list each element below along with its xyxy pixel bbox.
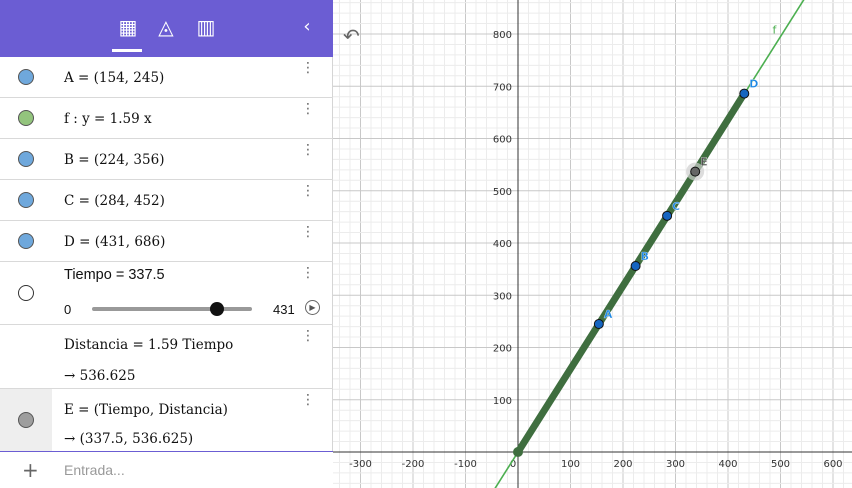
- row-label[interactable]: A = (154, 245): [64, 70, 165, 86]
- x-tick-label: -200: [402, 459, 425, 470]
- input-bar[interactable]: + Entrada...: [0, 451, 333, 488]
- more-options-icon[interactable]: ⋮: [301, 60, 315, 76]
- algebra-row-e[interactable]: E = (Tiempo, Distancia) → (337.5, 536.62…: [0, 389, 333, 451]
- point-c[interactable]: [662, 210, 673, 221]
- row-label[interactable]: D = (431, 686): [64, 234, 166, 250]
- slider-track[interactable]: [92, 307, 252, 311]
- table-icon[interactable]: ▥: [196, 15, 216, 39]
- row-marble-column: [0, 325, 52, 388]
- x-tick-label: 600: [823, 459, 842, 470]
- x-tick-label: -100: [454, 459, 477, 470]
- trace-path: [691, 90, 748, 176]
- algebra-row-b[interactable]: B = (224, 356) ⋮: [0, 139, 333, 180]
- point-label: C: [672, 200, 680, 213]
- algebra-row-a[interactable]: A = (154, 245) ⋮: [0, 57, 333, 98]
- algebra-view: ▦ ◬ ▥ ‹ A = (154, 245) ⋮ f : y = 1.59 x …: [0, 0, 333, 488]
- slider-label[interactable]: Tiempo = 337.5: [64, 267, 165, 283]
- row-result: → (337.5, 536.625): [64, 431, 194, 447]
- point-label: E: [700, 156, 708, 169]
- y-tick-label: 800: [493, 30, 512, 41]
- row-result: → 536.625: [64, 368, 136, 384]
- y-tick-label: 300: [493, 291, 512, 302]
- x-tick-label: 100: [561, 459, 580, 470]
- more-options-icon[interactable]: ⋮: [301, 265, 315, 281]
- input-placeholder[interactable]: Entrada...: [64, 462, 125, 478]
- y-tick-label: 600: [493, 135, 512, 146]
- slider-max: 431: [273, 302, 295, 317]
- geometry-tools-icon[interactable]: ◬: [158, 15, 174, 39]
- graph-canvas[interactable]: -300 -200 -100 0 100 200 300 400 500 600 100 200 300…: [333, 0, 852, 488]
- y-tick-label: 500: [493, 187, 512, 198]
- x-tick-label: -300: [349, 459, 372, 470]
- algebra-row-c[interactable]: C = (284, 452) ⋮: [0, 180, 333, 221]
- collapse-chevron-icon[interactable]: ‹: [303, 16, 311, 37]
- more-options-icon[interactable]: ⋮: [301, 328, 315, 344]
- calculator-icon[interactable]: ▦: [118, 15, 138, 39]
- y-tick-label: 700: [493, 82, 512, 93]
- row-label[interactable]: C = (284, 452): [64, 193, 165, 209]
- more-options-icon[interactable]: ⋮: [301, 224, 315, 240]
- more-options-icon[interactable]: ⋮: [301, 392, 315, 408]
- add-icon[interactable]: +: [22, 458, 39, 482]
- active-tab-indicator: [112, 49, 142, 52]
- undo-icon[interactable]: ↶: [343, 24, 360, 48]
- play-icon[interactable]: ▶: [305, 300, 320, 315]
- visibility-toggle[interactable]: [18, 110, 34, 126]
- y-tick-label: 200: [493, 344, 512, 355]
- point-label: B: [641, 250, 649, 263]
- row-definition[interactable]: E = (Tiempo, Distancia): [64, 402, 228, 418]
- x-tick-label: 0: [510, 459, 516, 470]
- row-label[interactable]: f : y = 1.59 x: [64, 111, 152, 127]
- row-label[interactable]: B = (224, 356): [64, 152, 165, 168]
- point-a[interactable]: [593, 318, 604, 329]
- point-b[interactable]: [630, 260, 641, 271]
- row-definition[interactable]: Distancia = 1.59 Tiempo: [64, 337, 234, 353]
- origin-point: [513, 447, 523, 457]
- point-e[interactable]: [690, 166, 701, 177]
- more-options-icon[interactable]: ⋮: [301, 183, 315, 199]
- x-tick-label: 300: [666, 459, 685, 470]
- point-d[interactable]: [739, 88, 750, 99]
- algebra-row-f[interactable]: f : y = 1.59 x ⋮: [0, 98, 333, 139]
- visibility-toggle[interactable]: [18, 412, 34, 428]
- visibility-toggle[interactable]: [18, 285, 34, 301]
- visibility-toggle[interactable]: [18, 151, 34, 167]
- slider-handle[interactable]: [210, 302, 225, 316]
- algebra-row-d[interactable]: D = (431, 686) ⋮: [0, 221, 333, 262]
- visibility-toggle[interactable]: [18, 69, 34, 85]
- x-tick-label: 500: [771, 459, 790, 470]
- algebra-row-slider[interactable]: Tiempo = 337.5 ⋮ 0 431 ▶: [0, 262, 333, 325]
- y-tick-label: 100: [493, 396, 512, 407]
- x-tick-label: 200: [613, 459, 632, 470]
- visibility-toggle[interactable]: [18, 192, 34, 208]
- more-options-icon[interactable]: ⋮: [301, 142, 315, 158]
- function-label: f: [773, 24, 778, 37]
- x-tick-label: 400: [718, 459, 737, 470]
- visibility-toggle[interactable]: [18, 233, 34, 249]
- graphics-view[interactable]: -300 -200 -100 0 100 200 300 400 500 600 100 200 300…: [333, 0, 852, 488]
- slider-min: 0: [64, 302, 72, 317]
- algebra-toolbar: ▦ ◬ ▥ ‹: [0, 0, 333, 57]
- y-tick-label: 400: [493, 239, 512, 250]
- point-label: A: [604, 308, 613, 321]
- point-label: D: [749, 78, 758, 91]
- algebra-row-distancia[interactable]: Distancia = 1.59 Tiempo → 536.625 ⋮: [0, 325, 333, 389]
- more-options-icon[interactable]: ⋮: [301, 101, 315, 117]
